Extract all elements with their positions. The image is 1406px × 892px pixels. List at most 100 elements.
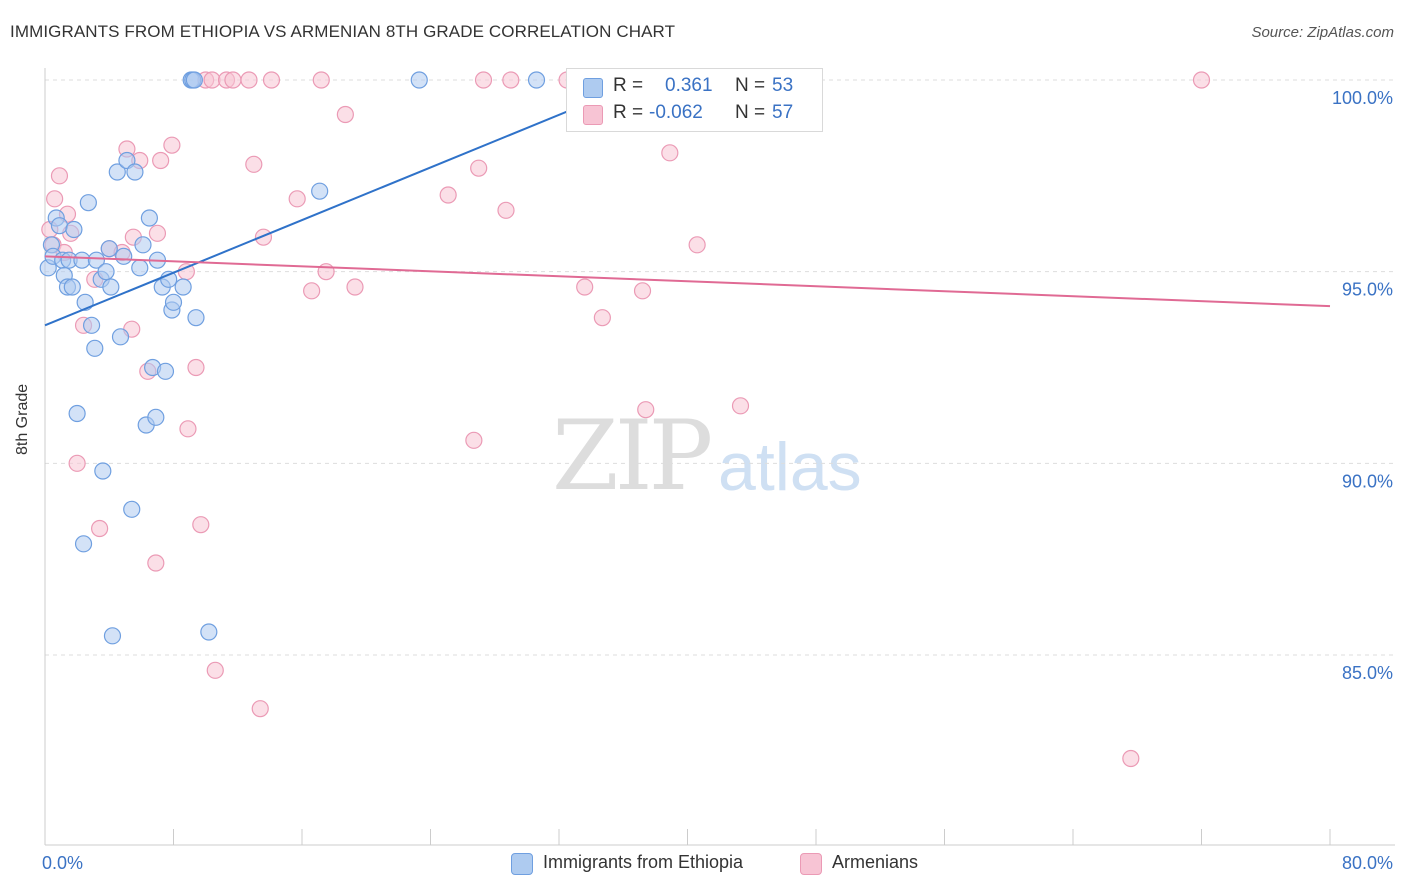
- armenian-point: [497, 201, 515, 219]
- ethiopia-point: [200, 623, 218, 641]
- legend-label-ethiopia: Immigrants from Ethiopia: [543, 852, 744, 872]
- armenian-point: [1192, 71, 1211, 89]
- armenian-point: [688, 236, 706, 254]
- ethiopia-point: [100, 240, 118, 258]
- armenian-point: [206, 661, 224, 679]
- armenian-point: [251, 700, 269, 718]
- n-value: 53: [772, 75, 794, 96]
- armenian-point: [245, 155, 263, 173]
- ethiopia-point: [410, 71, 428, 89]
- r-value: -0.062: [649, 102, 703, 123]
- armenian-point: [470, 159, 488, 177]
- ethiopia-point: [79, 194, 97, 212]
- armenian-point: [346, 278, 364, 296]
- ethiopia-point: [527, 71, 546, 89]
- x-tick-label: 80.0%: [1342, 853, 1393, 873]
- armenian-point: [262, 71, 281, 89]
- armenian-point: [50, 167, 69, 185]
- armenian-point: [203, 71, 221, 89]
- armenian-point: [152, 151, 170, 170]
- ethiopia-point: [311, 182, 329, 200]
- armenian-point: [240, 71, 258, 89]
- armenian-point: [502, 71, 520, 89]
- armenian-point: [224, 71, 242, 89]
- stats-row-armenians: R = -0.062 N = 57: [567, 102, 822, 128]
- stats-swatch-armenians: [583, 105, 603, 125]
- ethiopia-point: [147, 408, 165, 426]
- ethiopia-point: [86, 339, 104, 357]
- legend-swatch-ethiopia: [511, 853, 533, 875]
- ethiopia-point: [185, 71, 203, 89]
- watermark-zip: ZIP: [552, 400, 713, 512]
- ethiopia-point: [126, 163, 144, 181]
- n-label: N =: [735, 75, 766, 96]
- armenian-point: [439, 186, 457, 204]
- stats-swatch-ethiopia: [583, 78, 603, 98]
- trend-lines: [44, 79, 1331, 327]
- ethiopia-point: [94, 462, 112, 480]
- ethiopia-point: [103, 627, 122, 645]
- ethiopia-point: [102, 278, 120, 296]
- watermark-atlas: atlas: [718, 429, 862, 505]
- legend: Immigrants from Ethiopia Armenians: [0, 850, 1406, 880]
- armenian-point: [288, 190, 306, 208]
- n-label: N =: [735, 102, 766, 123]
- stats-row-ethiopia: R = 0.361 N = 53: [567, 75, 822, 101]
- r-label: R =: [613, 102, 644, 123]
- tick-labels: 85.0% 90.0% 95.0% 100.0% 0.0% 80.0%: [42, 88, 1393, 873]
- ethiopia-point: [50, 217, 69, 235]
- armenian-point: [163, 136, 181, 154]
- ethiopia-point: [111, 328, 130, 346]
- ethiopia-trend-line: [44, 79, 645, 327]
- n-value: 57: [772, 102, 794, 123]
- ethiopia-point: [140, 209, 159, 227]
- ethiopia-point: [97, 263, 115, 281]
- chart-title: IMMIGRANTS FROM ETHIOPIA VS ARMENIAN 8TH…: [10, 22, 676, 41]
- armenian-point: [303, 282, 321, 300]
- r-value: 0.361: [665, 75, 713, 96]
- armenian-point: [68, 454, 86, 472]
- ethiopia-point: [131, 259, 149, 277]
- ethiopia-point: [108, 163, 126, 181]
- armenian-point: [91, 519, 109, 538]
- source-label: Source: ZipAtlas.com: [1251, 24, 1394, 41]
- armenian-point: [1122, 749, 1140, 768]
- ethiopia-point: [82, 316, 101, 334]
- y-tick-label: 100.0%: [1332, 88, 1393, 108]
- y-tick-label: 90.0%: [1342, 471, 1393, 491]
- armenian-point: [465, 431, 483, 449]
- x-tick-label: 0.0%: [42, 853, 83, 873]
- ethiopia-point: [174, 278, 192, 296]
- armenian-point: [46, 190, 64, 208]
- ethiopia-point: [134, 236, 152, 254]
- armenian-point: [187, 358, 205, 377]
- armenian-point: [576, 278, 594, 296]
- armenian-trend-line: [44, 255, 1331, 308]
- armenian-point: [731, 397, 750, 415]
- armenian-point: [661, 144, 679, 162]
- y-tick-label: 95.0%: [1342, 280, 1393, 300]
- ethiopia-point: [123, 500, 141, 518]
- armenian-point: [179, 420, 197, 438]
- y-tick-label: 85.0%: [1342, 663, 1393, 683]
- ethiopia-point: [164, 293, 183, 311]
- ethiopia-point: [187, 309, 205, 327]
- armenian-point: [147, 554, 165, 572]
- ethiopia-point: [87, 251, 106, 269]
- armenian-point: [474, 71, 493, 89]
- ethiopia-point: [156, 362, 175, 380]
- ethiopia-point: [73, 251, 91, 269]
- axes: [44, 68, 1395, 846]
- armenian-point: [593, 309, 611, 327]
- r-label: R =: [613, 75, 644, 96]
- legend-swatch-armenians: [800, 853, 822, 875]
- armenian-point: [192, 516, 210, 534]
- armenian-point: [633, 282, 652, 300]
- armenian-point: [148, 224, 167, 242]
- y-axis-label: 8th Grade: [14, 383, 31, 455]
- ethiopia-point: [65, 220, 83, 239]
- data-points: [39, 71, 1211, 768]
- stats-box: R = 0.361 N = 53 R = -0.062 N = 57: [566, 68, 823, 132]
- ethiopia-point: [74, 535, 93, 553]
